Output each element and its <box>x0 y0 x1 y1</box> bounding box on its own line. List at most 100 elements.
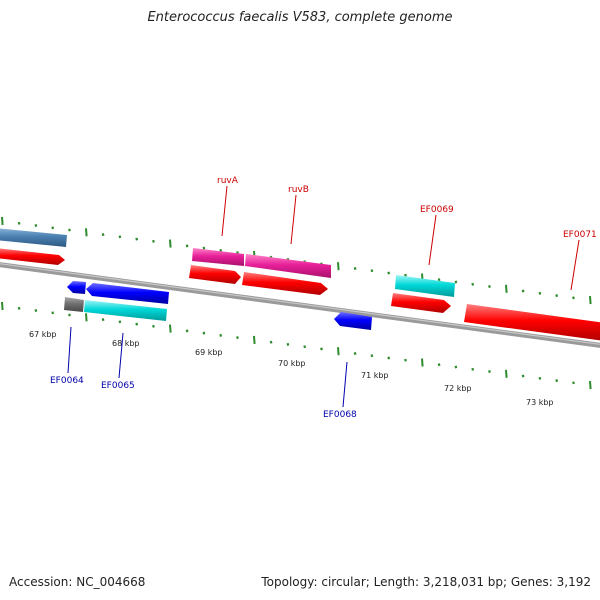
major-tick <box>589 381 592 390</box>
kbp-label: 67 kbp <box>29 330 57 339</box>
major-tick <box>505 284 508 293</box>
major-tick <box>421 358 424 367</box>
minor-tick <box>572 381 575 385</box>
gene-ef0069[interactable] <box>395 275 455 297</box>
cds-feature[interactable] <box>464 304 600 341</box>
gene-label-ef0069[interactable]: EF0069 <box>420 205 454 215</box>
minor-tick <box>320 347 323 351</box>
minor-tick <box>387 356 391 360</box>
kbp-label: 73 kbp <box>526 398 554 407</box>
gene-steel-feature[interactable] <box>0 228 67 247</box>
minor-tick <box>101 233 105 237</box>
minor-tick <box>202 331 206 335</box>
minor-tick <box>269 340 273 344</box>
minor-tick <box>303 345 307 349</box>
gene-ef0064-b[interactable] <box>64 297 84 312</box>
minor-tick <box>118 235 122 239</box>
accession-text: Accession: NC_004668 <box>9 575 146 589</box>
minor-tick <box>152 239 155 243</box>
gene-ef0068[interactable] <box>334 312 372 330</box>
label-leaders <box>67 185 580 408</box>
minor-tick <box>437 278 441 282</box>
minor-tick <box>488 285 491 288</box>
cds-feature[interactable] <box>242 272 328 295</box>
major-tick <box>85 313 88 322</box>
cds-feature[interactable] <box>391 293 451 313</box>
gene-label-ef0064[interactable]: EF0064 <box>50 376 84 386</box>
minor-tick <box>34 224 38 227</box>
gene-label-ruva[interactable]: ruvA <box>217 176 239 186</box>
gene-labels: ruvA ruvB EF0069 EF0071 EF0064 EF0065 EF… <box>50 176 597 420</box>
minor-tick <box>34 309 38 312</box>
minor-tick <box>185 244 189 248</box>
gene-ef0065-b[interactable] <box>84 300 167 321</box>
major-tick <box>1 216 4 226</box>
minor-tick <box>387 271 391 275</box>
gene-ef0065[interactable] <box>86 283 169 304</box>
minor-tick <box>370 269 374 273</box>
gene-label-ef0068[interactable]: EF0068 <box>323 410 357 420</box>
minor-tick <box>370 354 374 358</box>
minor-tick <box>135 237 139 241</box>
major-tick <box>85 228 88 237</box>
major-tick <box>505 369 508 378</box>
major-tick <box>169 239 172 248</box>
major-tick <box>337 262 340 271</box>
minor-tick <box>353 352 357 355</box>
major-tick <box>589 296 592 305</box>
kbp-label: 69 kbp <box>195 348 223 357</box>
minor-tick <box>471 282 475 286</box>
kbp-label: 70 kbp <box>278 359 306 368</box>
minor-tick <box>538 376 542 380</box>
minor-tick <box>68 228 71 232</box>
lower-tick-track <box>1 301 592 390</box>
cds-track <box>0 248 600 341</box>
genome-stats-text: Topology: circular; Length: 3,218,031 bp… <box>261 575 591 589</box>
minor-tick <box>437 363 441 367</box>
cds-feature[interactable] <box>189 265 241 284</box>
minor-tick <box>404 358 407 362</box>
minor-tick <box>555 294 559 298</box>
minor-tick <box>101 318 105 322</box>
gene-label-ef0065[interactable]: EF0065 <box>101 381 135 391</box>
minor-tick <box>555 379 559 383</box>
gene-label-ef0071[interactable]: EF0071 <box>563 230 597 240</box>
minor-tick <box>488 370 491 373</box>
gene-label-ruvb[interactable]: ruvB <box>288 185 309 195</box>
plus-strand-genes <box>0 228 455 297</box>
minor-tick <box>353 267 357 270</box>
major-tick <box>337 347 340 356</box>
minor-tick <box>51 311 55 315</box>
major-tick <box>1 301 4 311</box>
minor-tick <box>68 313 71 317</box>
kbp-label: 71 kbp <box>361 371 389 380</box>
minus-strand-genes <box>64 281 372 330</box>
minor-tick <box>152 324 155 328</box>
gene-ef0064[interactable] <box>67 281 86 294</box>
gene-ruvA[interactable] <box>192 248 244 266</box>
minor-tick <box>51 226 55 230</box>
minor-tick <box>521 374 525 378</box>
kbp-label: 72 kbp <box>444 384 472 393</box>
minor-tick <box>521 289 525 293</box>
minor-tick <box>572 296 575 300</box>
minor-tick <box>219 248 223 252</box>
minor-tick <box>219 333 223 337</box>
cds-feature[interactable] <box>0 248 65 265</box>
gene-ruvB[interactable] <box>245 254 331 278</box>
minor-tick <box>17 221 21 225</box>
minor-tick <box>135 322 139 326</box>
major-tick <box>253 335 256 344</box>
minor-tick <box>404 273 407 277</box>
minor-tick <box>454 365 458 369</box>
minor-tick <box>538 291 542 295</box>
minor-tick <box>286 342 290 346</box>
major-tick <box>169 324 172 333</box>
minor-tick <box>185 329 189 333</box>
genome-backbone <box>0 262 600 348</box>
kbp-labels: 67 kbp 68 kbp 69 kbp 70 kbp 71 kbp 72 kb… <box>29 330 554 407</box>
map-title: Enterococcus faecalis V583, complete gen… <box>147 10 453 25</box>
minor-tick <box>202 246 206 250</box>
kbp-label: 68 kbp <box>112 339 140 348</box>
